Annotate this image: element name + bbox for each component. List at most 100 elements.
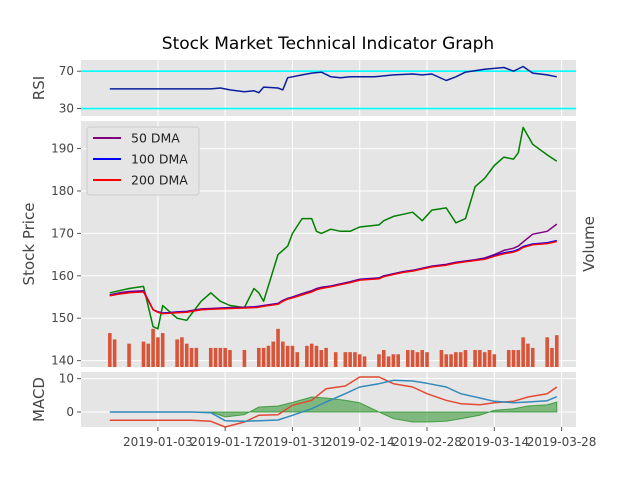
volume-bar [444,354,449,367]
x-tick-label: 2019-01-03 [123,435,193,449]
rsi-line [109,65,557,94]
volume-bar [487,350,492,367]
volume-bar [377,354,381,367]
volume-bar [482,352,487,367]
volume-bar [410,350,415,367]
volume-bar [511,350,516,367]
volume-bar [228,350,232,367]
chart-title: Stock Market Technical Indicator Graph [162,34,494,54]
y-tick-label: 10 [59,372,74,386]
plot-area-background [81,372,576,427]
y-tick-label: 180 [51,184,74,198]
volume-bar [458,352,463,367]
volume-bar [554,335,559,367]
volume-bar [156,337,160,367]
volume-bar [391,354,396,367]
y-tick-label: 70 [59,64,74,78]
volume-bar [550,347,554,367]
volume-bar [257,347,261,367]
volume-bar [530,347,535,367]
x-tick-label: 2019-01-17 [190,435,260,449]
price-panel: 140 150 160 170 180 190 Stock Price Volume [20,121,598,368]
volume-bar [175,339,179,367]
plot-area-background [81,60,576,116]
volume-bar [271,341,276,367]
volume-bar [353,352,357,367]
volume-bar [223,347,227,367]
volume-bar [112,339,117,367]
legend-label: 50 DMA [131,131,180,146]
volume-bar [362,356,367,367]
volume-bar [242,350,247,367]
volume-bar [405,350,410,367]
y-tick-label: 0 [66,405,74,419]
macd-panel: 0 10 MACD [30,372,576,428]
volume-bar [127,343,131,367]
y-tick-label: 160 [51,269,74,283]
volume-bar [180,337,184,367]
volume-bar [439,350,444,367]
volume-bar [324,347,328,367]
x-tick-label: 2019-03-28 [527,435,597,449]
rsi-panel: 30 70 RSI [30,60,576,116]
macd-line [109,376,558,428]
volume-bar [261,347,266,367]
volume-bar [516,350,521,367]
volume-bar [290,345,295,367]
date-x-axis: 2019-01-032019-01-172019-01-312019-02-14… [123,427,596,449]
volume-bar [463,350,468,367]
volume-bar [213,347,218,367]
signal-line [109,379,558,423]
volume-bar [506,350,511,367]
volume-bar [396,354,400,367]
dma200-line [109,240,557,315]
volume-bar [381,350,386,367]
volume-bar [108,333,112,367]
volume-bar [194,347,199,367]
volume-bar [218,347,223,367]
volume-bar [319,350,324,367]
volume-bar [545,337,549,367]
volume-bar [309,343,314,367]
volume-bar [526,343,530,367]
volume-bar [314,345,319,367]
y-tick-label: 30 [59,102,74,116]
volume-bar [146,343,151,367]
x-tick-label: 2019-03-14 [459,435,529,449]
volume-bar [420,350,425,367]
volume-bar [386,356,391,367]
volume-bar [305,345,309,367]
volume-bar [348,352,352,367]
x-tick-label: 2019-02-28 [392,435,462,449]
volume-bar [151,328,155,367]
x-tick-label: 2019-01-31 [258,435,328,449]
legend-label: 100 DMA [131,152,188,167]
volume-bar [425,352,429,367]
y-tick-label: 150 [51,311,74,325]
volume-bar [208,347,213,367]
volume-axis-label: Volume [580,216,598,272]
price-line [109,126,558,330]
volume-bar [276,328,280,367]
volume-bar [454,352,458,367]
volume-bar [184,343,189,367]
volume-bar [415,352,420,367]
volume-bar [189,347,194,367]
legend-box [86,126,200,196]
volume-bar [343,352,348,367]
volume-bar [281,341,285,367]
volume-bar [141,341,146,367]
y-tick-label: 170 [51,226,74,240]
volume-bar [266,345,271,367]
volume-bar [473,350,477,367]
volume-bar [357,354,362,367]
y-tick-label: 140 [51,354,74,368]
y-axis-label: RSI [30,76,48,100]
x-tick-label: 2019-02-14 [325,435,395,449]
volume-bar [333,352,338,367]
volume-bar [449,354,453,367]
volume-bar [295,352,300,367]
y-axis-label: Stock Price [20,203,38,286]
